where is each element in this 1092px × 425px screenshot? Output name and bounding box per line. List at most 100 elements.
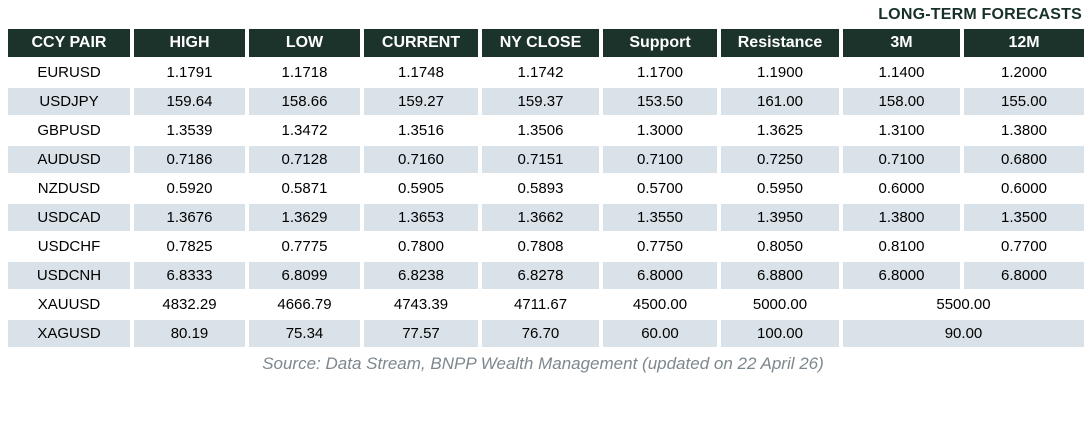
value-cell: 0.7186 [134, 146, 245, 173]
column-header-support: Support [603, 29, 717, 57]
source-row: Source: Data Stream, BNPP Wealth Managem… [0, 354, 1086, 374]
value-cell: 76.70 [482, 320, 599, 347]
value-cell: 4743.39 [364, 291, 478, 318]
pair-cell: USDCNH [8, 262, 130, 289]
value-cell: 0.6800 [964, 146, 1084, 173]
value-cell: 77.57 [364, 320, 478, 347]
value-cell: 0.6000 [964, 175, 1084, 202]
column-header-low: LOW [249, 29, 360, 57]
value-cell: 0.5950 [721, 175, 839, 202]
value-cell: 5000.00 [721, 291, 839, 318]
value-cell: 159.64 [134, 88, 245, 115]
value-cell: 75.34 [249, 320, 360, 347]
value-cell: 1.3676 [134, 204, 245, 231]
value-cell: 1.3500 [964, 204, 1084, 231]
value-cell: 1.3539 [134, 117, 245, 144]
value-cell: 6.8099 [249, 262, 360, 289]
value-cell: 4666.79 [249, 291, 360, 318]
value-cell: 153.50 [603, 88, 717, 115]
value-cell: 1.3625 [721, 117, 839, 144]
value-cell: 1.3506 [482, 117, 599, 144]
value-cell: 0.7700 [964, 233, 1084, 260]
column-header-ny-close: NY CLOSE [482, 29, 599, 57]
value-cell: 0.5905 [364, 175, 478, 202]
fx-forecasts-table: CCY PAIR HIGH LOW CURRENT NY CLOSE Suppo… [4, 27, 1088, 349]
table-row: AUDUSD 0.7186 0.7128 0.7160 0.7151 0.7100 0.72… [8, 146, 1084, 173]
value-cell: 6.8333 [134, 262, 245, 289]
value-cell: 1.3950 [721, 204, 839, 231]
pair-cell: XAGUSD [8, 320, 130, 347]
table-row: USDCNH 6.8333 6.8099 6.8238 6.8278 6.8000 6.88… [8, 262, 1084, 289]
column-header-ccy-pair: CCY PAIR [8, 29, 130, 57]
value-cell: 0.5871 [249, 175, 360, 202]
pair-cell: AUDUSD [8, 146, 130, 173]
value-cell: 60.00 [603, 320, 717, 347]
value-cell: 1.1718 [249, 59, 360, 86]
value-cell: 0.6000 [843, 175, 960, 202]
value-cell: 161.00 [721, 88, 839, 115]
value-cell: 159.37 [482, 88, 599, 115]
value-cell: 0.8100 [843, 233, 960, 260]
value-cell: 0.5700 [603, 175, 717, 202]
value-cell: 6.8000 [843, 262, 960, 289]
value-cell: 1.3800 [843, 204, 960, 231]
pair-cell: USDJPY [8, 88, 130, 115]
table-row: XAGUSD 80.19 75.34 77.57 76.70 60.00 100.00 90.… [8, 320, 1084, 347]
value-cell: 4832.29 [134, 291, 245, 318]
column-header-current: CURRENT [364, 29, 478, 57]
column-header-high: HIGH [134, 29, 245, 57]
pair-cell: GBPUSD [8, 117, 130, 144]
table-row: NZDUSD 0.5920 0.5871 0.5905 0.5893 0.5700 0.59… [8, 175, 1084, 202]
value-cell: 4711.67 [482, 291, 599, 318]
value-cell: 0.7100 [843, 146, 960, 173]
value-cell: 0.7250 [721, 146, 839, 173]
value-cell: 6.8278 [482, 262, 599, 289]
value-cell: 1.3000 [603, 117, 717, 144]
table-row: USDCHF 0.7825 0.7775 0.7800 0.7808 0.7750 0.80… [8, 233, 1084, 260]
value-cell: 1.3800 [964, 117, 1084, 144]
pair-cell: NZDUSD [8, 175, 130, 202]
value-cell: 155.00 [964, 88, 1084, 115]
value-cell: 158.00 [843, 88, 960, 115]
source-attribution: Source: Data Stream, BNPP Wealth Managem… [262, 354, 824, 373]
header-row: CCY PAIR HIGH LOW CURRENT NY CLOSE Suppo… [8, 29, 1084, 57]
value-cell: 80.19 [134, 320, 245, 347]
value-cell: 1.1748 [364, 59, 478, 86]
value-cell: 0.5920 [134, 175, 245, 202]
value-cell: 0.8050 [721, 233, 839, 260]
value-cell: 1.3629 [249, 204, 360, 231]
value-cell: 1.3100 [843, 117, 960, 144]
value-cell: 158.66 [249, 88, 360, 115]
value-cell: 6.8238 [364, 262, 478, 289]
value-cell: 1.1400 [843, 59, 960, 86]
column-header-3m: 3M [843, 29, 960, 57]
value-cell: 0.7151 [482, 146, 599, 173]
value-cell: 1.3550 [603, 204, 717, 231]
value-cell: 6.8000 [964, 262, 1084, 289]
value-cell: 100.00 [721, 320, 839, 347]
value-cell: 90.00 [843, 320, 1084, 347]
table-header: CCY PAIR HIGH LOW CURRENT NY CLOSE Suppo… [8, 29, 1084, 57]
table-body: EURUSD 1.1791 1.1718 1.1748 1.1742 1.1700 1.19… [8, 59, 1084, 347]
table-row: EURUSD 1.1791 1.1718 1.1748 1.1742 1.1700 1.19… [8, 59, 1084, 86]
table-row: USDJPY 159.64 158.66 159.27 159.37 153.50 161.… [8, 88, 1084, 115]
value-cell: 1.3653 [364, 204, 478, 231]
table-row: GBPUSD 1.3539 1.3472 1.3516 1.3506 1.3000 1.36… [8, 117, 1084, 144]
title-row: LONG-TERM FORECASTS [0, 6, 1086, 24]
value-cell: 159.27 [364, 88, 478, 115]
value-cell: 4500.00 [603, 291, 717, 318]
column-header-12m: 12M [964, 29, 1084, 57]
value-cell: 1.1742 [482, 59, 599, 86]
value-cell: 1.1700 [603, 59, 717, 86]
pair-cell: EURUSD [8, 59, 130, 86]
value-cell: 1.1791 [134, 59, 245, 86]
value-cell: 0.7128 [249, 146, 360, 173]
page-title: LONG-TERM FORECASTS [878, 6, 1082, 23]
value-cell: 1.3662 [482, 204, 599, 231]
value-cell: 6.8800 [721, 262, 839, 289]
value-cell: 0.7808 [482, 233, 599, 260]
value-cell: 6.8000 [603, 262, 717, 289]
table-row: USDCAD 1.3676 1.3629 1.3653 1.3662 1.3550 1.39… [8, 204, 1084, 231]
value-cell: 0.7750 [603, 233, 717, 260]
